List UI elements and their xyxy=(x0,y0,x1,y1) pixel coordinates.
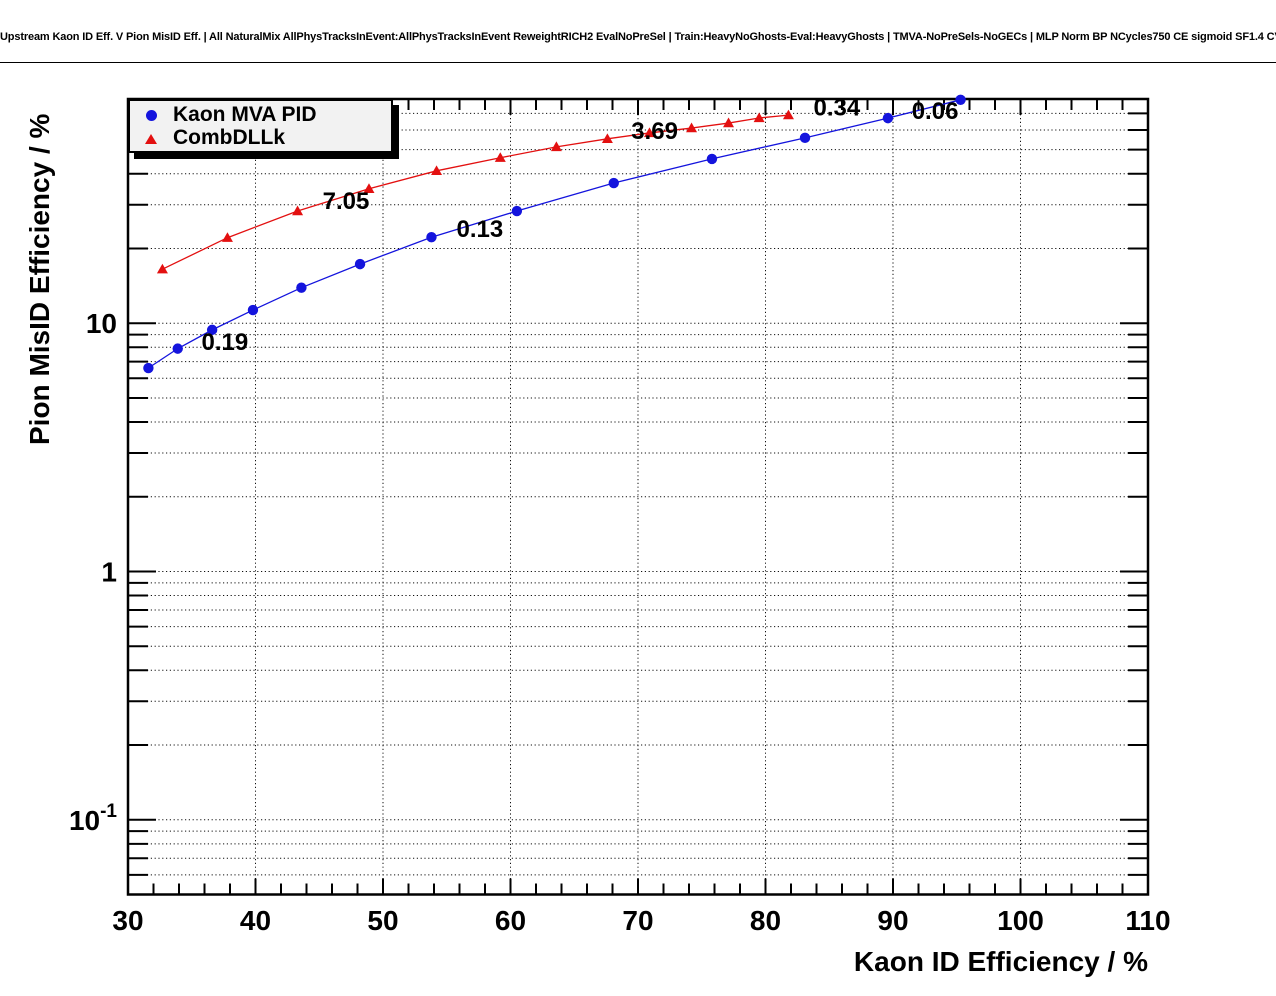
svg-text:0.19: 0.19 xyxy=(202,329,249,356)
svg-text:0.34: 0.34 xyxy=(814,94,861,121)
legend-box: Kaon MVA PID CombDLLk xyxy=(128,99,393,153)
svg-text:60: 60 xyxy=(495,905,526,936)
legend-label: CombDLLk xyxy=(173,126,285,149)
svg-text:0.06: 0.06 xyxy=(912,98,959,125)
legend-entry-kaon-mva-pid: Kaon MVA PID xyxy=(140,103,391,126)
x-axis-title: Kaon ID Efficiency / % xyxy=(853,946,1148,977)
svg-text:40: 40 xyxy=(240,905,271,936)
legend-label: Kaon MVA PID xyxy=(173,103,317,126)
svg-text:0.13: 0.13 xyxy=(457,216,504,243)
circle-marker-icon xyxy=(140,103,162,126)
svg-text:7.05: 7.05 xyxy=(323,188,370,215)
gridlines xyxy=(128,99,1148,895)
svg-text:100: 100 xyxy=(997,905,1044,936)
svg-text:1: 1 xyxy=(101,556,117,587)
svg-text:3.69: 3.69 xyxy=(631,118,678,145)
svg-text:30: 30 xyxy=(112,905,143,936)
series-combdllk xyxy=(156,109,794,274)
svg-text:90: 90 xyxy=(877,905,908,936)
y-tick-labels: 10 1 10-1 xyxy=(69,308,117,836)
series-kaon-mva-pid xyxy=(143,94,966,374)
svg-text:80: 80 xyxy=(750,905,781,936)
x-tick-labels: 30 40 50 60 70 80 90 100 110 xyxy=(112,905,1170,936)
svg-text:110: 110 xyxy=(1125,905,1170,936)
canvas-title: Upstream Kaon ID Eff. V Pion MisID Eff. … xyxy=(0,31,1276,43)
svg-text:10: 10 xyxy=(86,308,117,339)
svg-text:50: 50 xyxy=(367,905,398,936)
svg-text:70: 70 xyxy=(622,905,653,936)
legend-entry-combdllk: CombDLLk xyxy=(140,126,391,149)
y-axis-title: Pion MisID Efficiency / % xyxy=(24,113,55,445)
svg-text:10-1: 10-1 xyxy=(69,801,117,836)
cut-value-labels: 0.19 0.13 0.06 7.05 3.69 0.34 xyxy=(202,94,959,355)
pad-top-border xyxy=(0,62,1276,63)
triangle-marker-icon xyxy=(140,126,162,149)
